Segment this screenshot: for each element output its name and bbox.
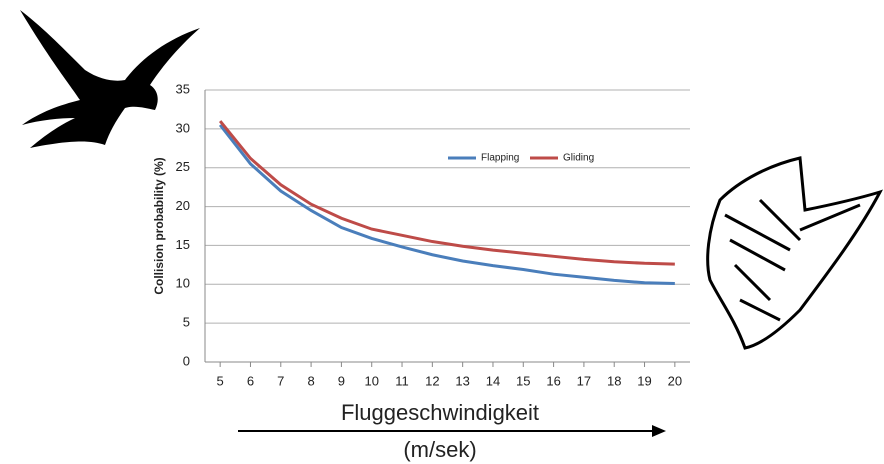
legend-label: Gliding [563, 153, 594, 164]
y-tick-label: 35 [176, 81, 190, 96]
legend-label: Flapping [481, 153, 519, 164]
y-tick-label: 5 [183, 315, 190, 330]
y-axis-label: Collision probability (%) [152, 157, 166, 294]
series-line [218, 120, 675, 266]
x-tick-label: 5 [217, 373, 224, 388]
x-tick-label: 11 [395, 373, 409, 388]
x-tick-label: 7 [277, 373, 284, 388]
series-line [218, 124, 675, 286]
x-tick-label: 19 [637, 373, 651, 388]
x-tick-label: 17 [577, 373, 591, 388]
y-tick-label: 25 [176, 159, 190, 174]
x-axis-label: Fluggeschwindigkeit [341, 400, 539, 425]
y-tick-label: 15 [176, 237, 190, 252]
x-axis-unit: (m/sek) [403, 437, 476, 462]
x-tick-label: 10 [364, 373, 378, 388]
x-tick-label: 8 [307, 373, 314, 388]
x-tick-label: 20 [668, 373, 682, 388]
x-tick-label: 9 [338, 373, 345, 388]
x-tick-label: 16 [546, 373, 560, 388]
y-tick-label: 30 [176, 120, 190, 135]
x-tick-label: 12 [425, 373, 439, 388]
arrow-head [652, 425, 666, 437]
bird-sketch [706, 156, 883, 350]
x-tick-label: 18 [607, 373, 621, 388]
x-tick-label: 14 [486, 373, 500, 388]
bird-flying [20, 10, 200, 148]
y-tick-label: 10 [176, 276, 190, 291]
x-tick-label: 13 [455, 373, 469, 388]
y-tick-label: 20 [176, 198, 190, 213]
x-tick-label: 6 [247, 373, 254, 388]
y-tick-label: 0 [183, 353, 190, 368]
x-tick-label: 15 [516, 373, 530, 388]
